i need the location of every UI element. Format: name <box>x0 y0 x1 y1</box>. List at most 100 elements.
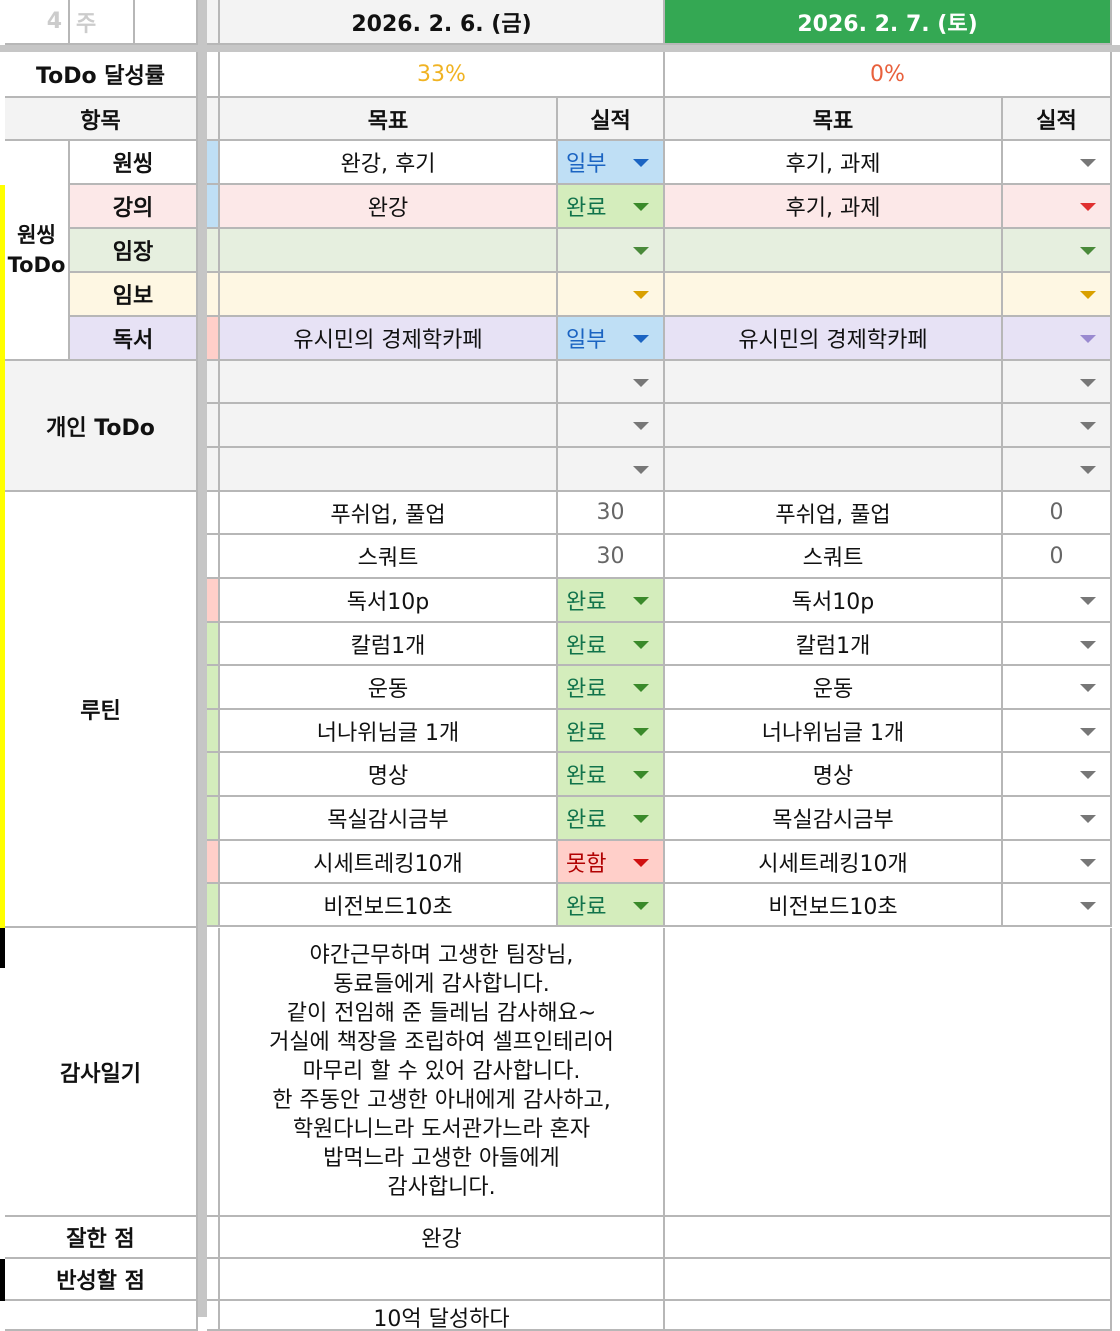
goal-cell-day1[interactable]: 스쿼트 <box>220 535 558 579</box>
result-cell-day2[interactable] <box>1003 361 1112 404</box>
dropdown-arrow-icon[interactable] <box>1080 466 1096 474</box>
goal-cell-day1[interactable]: 명상 <box>220 753 558 797</box>
dropdown-arrow-icon[interactable] <box>633 858 649 867</box>
dropdown-arrow-icon[interactable] <box>633 159 649 167</box>
row-selection-marker[interactable] <box>0 928 5 968</box>
dropdown-arrow-icon[interactable] <box>1080 247 1096 255</box>
goal-cell-day1[interactable]: 칼럼1개 <box>220 623 558 666</box>
dropdown-arrow-icon[interactable] <box>1080 291 1096 299</box>
result-cell-day2[interactable] <box>1003 229 1112 273</box>
row-highlight-marker[interactable] <box>0 185 5 928</box>
dropdown-arrow-icon[interactable] <box>1080 597 1096 605</box>
result-cell-day1[interactable]: 완료 <box>558 710 665 753</box>
dropdown-arrow-icon[interactable] <box>1080 159 1096 167</box>
goal-cell-day1[interactable] <box>220 229 558 273</box>
date-header-day2[interactable]: 2026. 2. 7. (토) <box>665 0 1112 45</box>
result-cell-day1[interactable]: 완료 <box>558 753 665 797</box>
result-cell-day2[interactable] <box>1003 141 1112 185</box>
date-header-day1[interactable]: 2026. 2. 6. (금) <box>220 0 665 45</box>
result-cell-day1[interactable]: 완료 <box>558 579 665 623</box>
result-cell-day1[interactable]: 완료 <box>558 623 665 666</box>
dropdown-arrow-icon[interactable] <box>1080 771 1096 779</box>
good-points-day1[interactable]: 완강 <box>220 1217 665 1259</box>
goal-cell-day1[interactable]: 완강 <box>220 185 558 229</box>
reflect-day2[interactable] <box>665 1259 1112 1301</box>
freeze-column-divider[interactable] <box>198 0 207 1317</box>
goal-cell-day2[interactable]: 후기, 과제 <box>665 185 1003 229</box>
result-cell-day2[interactable] <box>1003 185 1112 229</box>
result-cell-day1[interactable]: 완료 <box>558 884 665 927</box>
goal-cell-day1[interactable]: 너나위님글 1개 <box>220 710 558 753</box>
dropdown-arrow-icon[interactable] <box>1080 422 1096 430</box>
result-cell-day1[interactable] <box>558 273 665 317</box>
goal-cell-day1[interactable]: 운동 <box>220 666 558 710</box>
result-cell-day2[interactable] <box>1003 404 1112 448</box>
goal-cell-day2[interactable]: 유시민의 경제학카페 <box>665 317 1003 361</box>
gratitude-day1[interactable]: 야간근무하며 고생한 팀장님, 동료들에게 감사합니다. 같이 전임해 준 들레… <box>220 928 665 1217</box>
dropdown-arrow-icon[interactable] <box>633 901 649 910</box>
goal-cell-day2[interactable] <box>665 404 1003 448</box>
dropdown-arrow-icon[interactable] <box>633 291 649 299</box>
goal-cell-day2[interactable]: 운동 <box>665 666 1003 710</box>
dropdown-arrow-icon[interactable] <box>1080 684 1096 692</box>
result-cell-day2[interactable]: 0 <box>1003 535 1112 579</box>
goal-cell-day2[interactable]: 칼럼1개 <box>665 623 1003 666</box>
goal-statement-day1[interactable]: 10억 달성하다 <box>220 1301 665 1331</box>
dropdown-arrow-icon[interactable] <box>1080 203 1096 211</box>
dropdown-arrow-icon[interactable] <box>633 247 649 255</box>
dropdown-arrow-icon[interactable] <box>1080 815 1096 823</box>
dropdown-arrow-icon[interactable] <box>633 815 649 823</box>
result-cell-day2[interactable] <box>1003 317 1112 361</box>
freeze-row-divider[interactable] <box>0 45 1120 52</box>
goal-cell-day1[interactable] <box>220 273 558 317</box>
dropdown-arrow-icon[interactable] <box>633 597 649 605</box>
dropdown-arrow-icon[interactable] <box>633 640 649 649</box>
dropdown-arrow-icon[interactable] <box>633 727 649 736</box>
goal-cell-day2[interactable]: 너나위님글 1개 <box>665 710 1003 753</box>
goal-cell-day1[interactable]: 완강, 후기 <box>220 141 558 185</box>
goal-cell-day1[interactable]: 독서10p <box>220 579 558 623</box>
goal-cell-day1[interactable] <box>220 361 558 404</box>
result-cell-day1[interactable] <box>558 361 665 404</box>
result-cell-day1[interactable] <box>558 229 665 273</box>
goal-cell-day2[interactable] <box>665 229 1003 273</box>
goal-cell-day2[interactable]: 목실감시금부 <box>665 797 1003 841</box>
goal-cell-day1[interactable]: 유시민의 경제학카페 <box>220 317 558 361</box>
good-points-day2[interactable] <box>665 1217 1112 1259</box>
goal-cell-day1[interactable]: 목실감시금부 <box>220 797 558 841</box>
result-cell-day1[interactable]: 일부 <box>558 317 665 361</box>
row-selection-marker[interactable] <box>0 1259 5 1301</box>
dropdown-arrow-icon[interactable] <box>633 378 649 387</box>
result-cell-day1[interactable]: 완료 <box>558 185 665 229</box>
goal-cell-day2[interactable]: 독서10p <box>665 579 1003 623</box>
dropdown-arrow-icon[interactable] <box>1080 858 1096 867</box>
result-cell-day2[interactable] <box>1003 579 1112 623</box>
result-cell-day2[interactable] <box>1003 753 1112 797</box>
dropdown-arrow-icon[interactable] <box>633 684 649 692</box>
result-cell-day2[interactable] <box>1003 448 1112 492</box>
dropdown-arrow-icon[interactable] <box>1080 378 1096 387</box>
goal-cell-day1[interactable]: 시세트레킹10개 <box>220 841 558 884</box>
goal-cell-day2[interactable] <box>665 273 1003 317</box>
result-cell-day2[interactable] <box>1003 623 1112 666</box>
dropdown-arrow-icon[interactable] <box>1080 901 1096 910</box>
result-cell-day1[interactable]: 완료 <box>558 666 665 710</box>
goal-cell-day1[interactable] <box>220 404 558 448</box>
result-cell-day2[interactable] <box>1003 884 1112 927</box>
result-cell-day1[interactable]: 완료 <box>558 797 665 841</box>
dropdown-arrow-icon[interactable] <box>1080 335 1096 343</box>
goal-cell-day2[interactable]: 명상 <box>665 753 1003 797</box>
result-cell-day2[interactable] <box>1003 666 1112 710</box>
dropdown-arrow-icon[interactable] <box>1080 640 1096 649</box>
result-cell-day2[interactable] <box>1003 273 1112 317</box>
reflect-day1[interactable] <box>220 1259 665 1301</box>
goal-cell-day2[interactable]: 스쿼트 <box>665 535 1003 579</box>
dropdown-arrow-icon[interactable] <box>633 335 649 343</box>
goal-cell-day2[interactable] <box>665 361 1003 404</box>
goal-cell-day2[interactable]: 후기, 과제 <box>665 141 1003 185</box>
dropdown-arrow-icon[interactable] <box>633 422 649 430</box>
result-cell-day1[interactable]: 일부 <box>558 141 665 185</box>
result-cell-day2[interactable]: 0 <box>1003 492 1112 535</box>
result-cell-day1[interactable] <box>558 404 665 448</box>
result-cell-day1[interactable]: 못함 <box>558 841 665 884</box>
